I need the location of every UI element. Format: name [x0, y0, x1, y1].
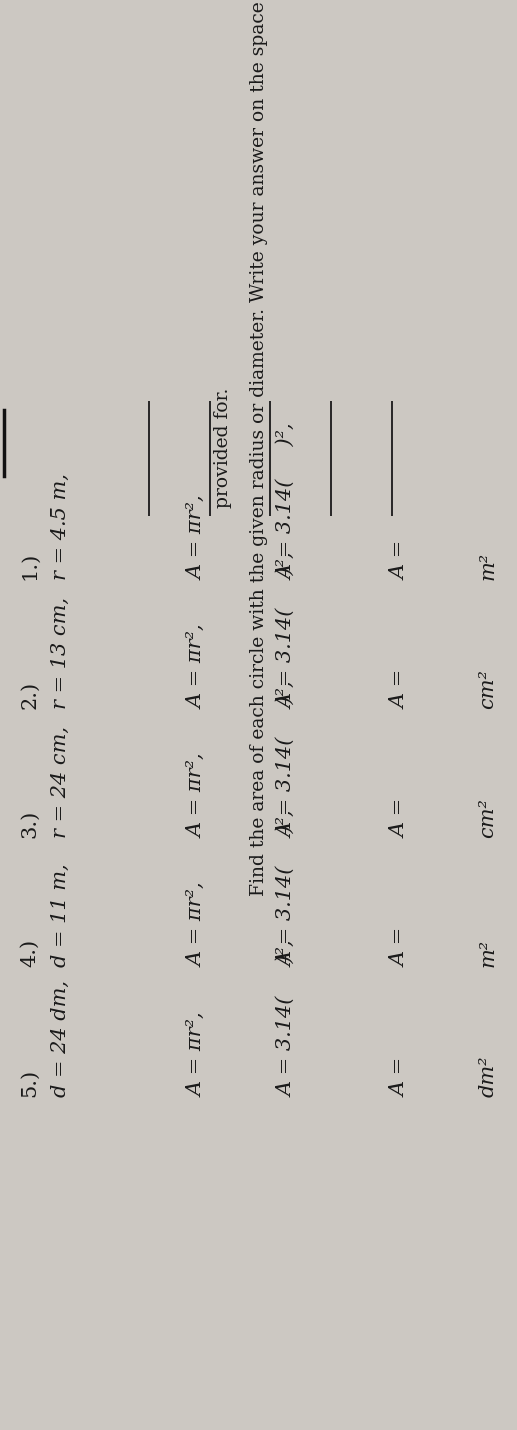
- Text: m²: m²: [478, 940, 497, 968]
- Text: A = πr²,: A = πr²,: [187, 882, 206, 968]
- Text: A =: A =: [390, 921, 409, 968]
- Text: A = 3.14(     )²,: A = 3.14( )²,: [277, 682, 296, 838]
- Text: r = 4.5 m,: r = 4.5 m,: [51, 473, 70, 579]
- Text: A =: A =: [390, 1051, 409, 1097]
- Text: A = 3.14(     )²,: A = 3.14( )²,: [277, 940, 296, 1097]
- Text: A = πr²,: A = πr²,: [187, 754, 206, 838]
- Text: provided for.: provided for.: [214, 388, 232, 508]
- Text: A = πr²,: A = πr²,: [187, 495, 206, 579]
- Text: A =: A =: [390, 533, 409, 579]
- Text: Find the area of each circle with the given radius or diameter. Write your answe: Find the area of each circle with the gi…: [250, 1, 267, 895]
- Text: cm²: cm²: [478, 669, 497, 709]
- Text: d = 11 m,: d = 11 m,: [51, 864, 70, 968]
- Text: cm²: cm²: [478, 798, 497, 838]
- Text: 5.): 5.): [20, 1068, 39, 1097]
- Text: m²: m²: [478, 552, 497, 579]
- Text: 1.): 1.): [20, 552, 39, 579]
- Text: A =: A =: [390, 664, 409, 709]
- Text: A = πr²,: A = πr²,: [187, 625, 206, 709]
- Text: dm²: dm²: [478, 1055, 497, 1097]
- Text: 3.): 3.): [20, 809, 39, 838]
- Text: A = 3.14(     )²,: A = 3.14( )²,: [277, 811, 296, 968]
- Text: 2.): 2.): [20, 681, 39, 709]
- Text: A = 3.14(     )²,: A = 3.14( )²,: [277, 552, 296, 709]
- Text: r = 13 cm,: r = 13 cm,: [51, 596, 70, 709]
- Text: A = πr²,: A = πr²,: [187, 1012, 206, 1097]
- Text: A = 3.14(     )²,: A = 3.14( )²,: [277, 423, 296, 579]
- Text: 4.): 4.): [20, 940, 39, 968]
- Text: d = 24 dm,: d = 24 dm,: [51, 980, 70, 1097]
- Text: r = 24 cm,: r = 24 cm,: [51, 726, 70, 838]
- Text: A =: A =: [390, 792, 409, 838]
